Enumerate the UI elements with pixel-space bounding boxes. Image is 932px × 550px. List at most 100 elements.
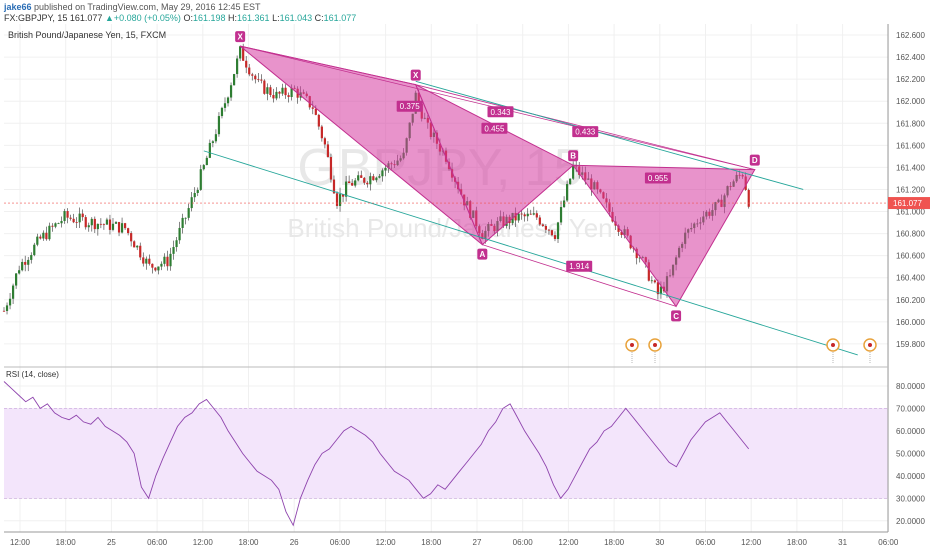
candle-body: [384, 167, 387, 171]
candle-body: [284, 87, 287, 96]
candle-body: [245, 60, 248, 68]
candle-body: [8, 298, 12, 306]
point-label-box: [410, 69, 421, 81]
rsi-band: [4, 408, 888, 499]
candle-body: [254, 75, 257, 80]
candle-body: [653, 280, 656, 283]
candle-body: [747, 189, 750, 207]
x-tick-label: 06:00: [878, 538, 899, 547]
candle-body: [145, 258, 148, 264]
x-tick-label: 18:00: [421, 538, 442, 547]
candle-body: [266, 87, 269, 94]
candle-body: [184, 217, 187, 219]
harmonic-pattern[interactable]: [239, 45, 756, 308]
high-value: 161.361: [237, 13, 270, 23]
candle-body: [30, 255, 33, 260]
candle-body: [242, 46, 245, 61]
candle-body: [381, 170, 384, 177]
event-markers[interactable]: [625, 338, 877, 364]
candle-body: [39, 236, 42, 239]
candle-body: [263, 80, 266, 94]
candle-body: [69, 217, 72, 219]
x-tick-label: 18:00: [238, 538, 259, 547]
rsi-label: RSI (14, close): [6, 370, 59, 379]
rsi-tick-label: 60.0000: [896, 427, 925, 436]
y-tick-label: 160.000: [896, 318, 925, 327]
candle-body: [199, 169, 202, 190]
point-label-box: [671, 310, 682, 322]
ratio-label: 0.955: [648, 174, 669, 183]
point-label: A: [479, 250, 485, 259]
candle-body: [154, 267, 157, 271]
open-value: 161.198: [192, 13, 226, 23]
y-tick-label: 162.400: [896, 53, 925, 62]
candle-body: [556, 222, 560, 239]
last-price-tag-label: 161.077: [893, 199, 922, 208]
candle-body: [187, 208, 190, 218]
candle-body: [372, 176, 375, 181]
ratio-label-box: [396, 100, 423, 112]
candle-body: [208, 142, 211, 158]
candle-body: [281, 87, 284, 94]
ratio-label-box: [487, 106, 514, 118]
candle-body: [163, 256, 166, 264]
candle-body: [520, 213, 523, 215]
change-value: +0.080 (+0.05%): [113, 13, 181, 23]
candle-body: [314, 108, 317, 115]
channel-line: [203, 150, 858, 356]
y-tick-label: 162.000: [896, 97, 925, 106]
candle-body: [60, 220, 63, 224]
candle-body: [111, 223, 115, 230]
candle-body: [45, 232, 48, 240]
candle-body: [553, 235, 557, 239]
last-price-tag: [888, 197, 930, 210]
candle-body: [220, 107, 224, 117]
candle-body: [232, 74, 236, 86]
x-tick-label: 30: [655, 538, 664, 547]
candle-body: [357, 175, 360, 181]
candle-body: [378, 176, 381, 178]
candle-body: [33, 244, 36, 256]
candle-body: [532, 213, 535, 215]
candle-body: [160, 263, 163, 267]
candle-body: [559, 207, 563, 223]
low-label: L:: [272, 13, 280, 23]
candle-body: [526, 213, 529, 217]
pattern-points: X X A B C D: [235, 31, 760, 322]
candle-body: [517, 213, 520, 221]
y-tick-label: 160.400: [896, 274, 925, 283]
candle-body: [620, 231, 623, 235]
point-label: X: [237, 33, 243, 42]
ratio-label: 0.433: [575, 128, 596, 137]
x-tick-label: 12:00: [193, 538, 214, 547]
candle-body: [54, 223, 57, 227]
low-value: 161.043: [279, 13, 313, 23]
rsi-tick-label: 80.0000: [896, 382, 925, 391]
channel-lines[interactable]: [203, 80, 858, 356]
candle-body: [338, 194, 342, 206]
pattern-leg-ac: [482, 244, 677, 307]
x-tick-label: 18:00: [56, 538, 77, 547]
x-tick-label: 06:00: [695, 538, 716, 547]
candle-body: [214, 134, 218, 142]
ratio-label: 1.914: [569, 262, 590, 271]
x-tick-label: 27: [473, 538, 482, 547]
pattern-triangle-bcd: [572, 164, 756, 308]
author-link[interactable]: jake66: [4, 2, 32, 12]
candle-body: [84, 217, 87, 228]
candle-body: [190, 197, 193, 209]
candle-body: [320, 126, 323, 139]
candle-body: [287, 95, 290, 98]
open-label: O:: [183, 13, 193, 23]
x-tick-label: 18:00: [787, 538, 808, 547]
candle-body: [18, 270, 21, 274]
y-tick-label: 160.200: [896, 296, 925, 305]
candle-body: [133, 241, 136, 248]
candle-body: [290, 87, 293, 98]
event-marker-dot: [868, 343, 872, 347]
candle-body: [90, 218, 93, 226]
point-label: B: [570, 152, 576, 161]
candle-body: [130, 233, 133, 242]
candle-body: [105, 219, 109, 225]
